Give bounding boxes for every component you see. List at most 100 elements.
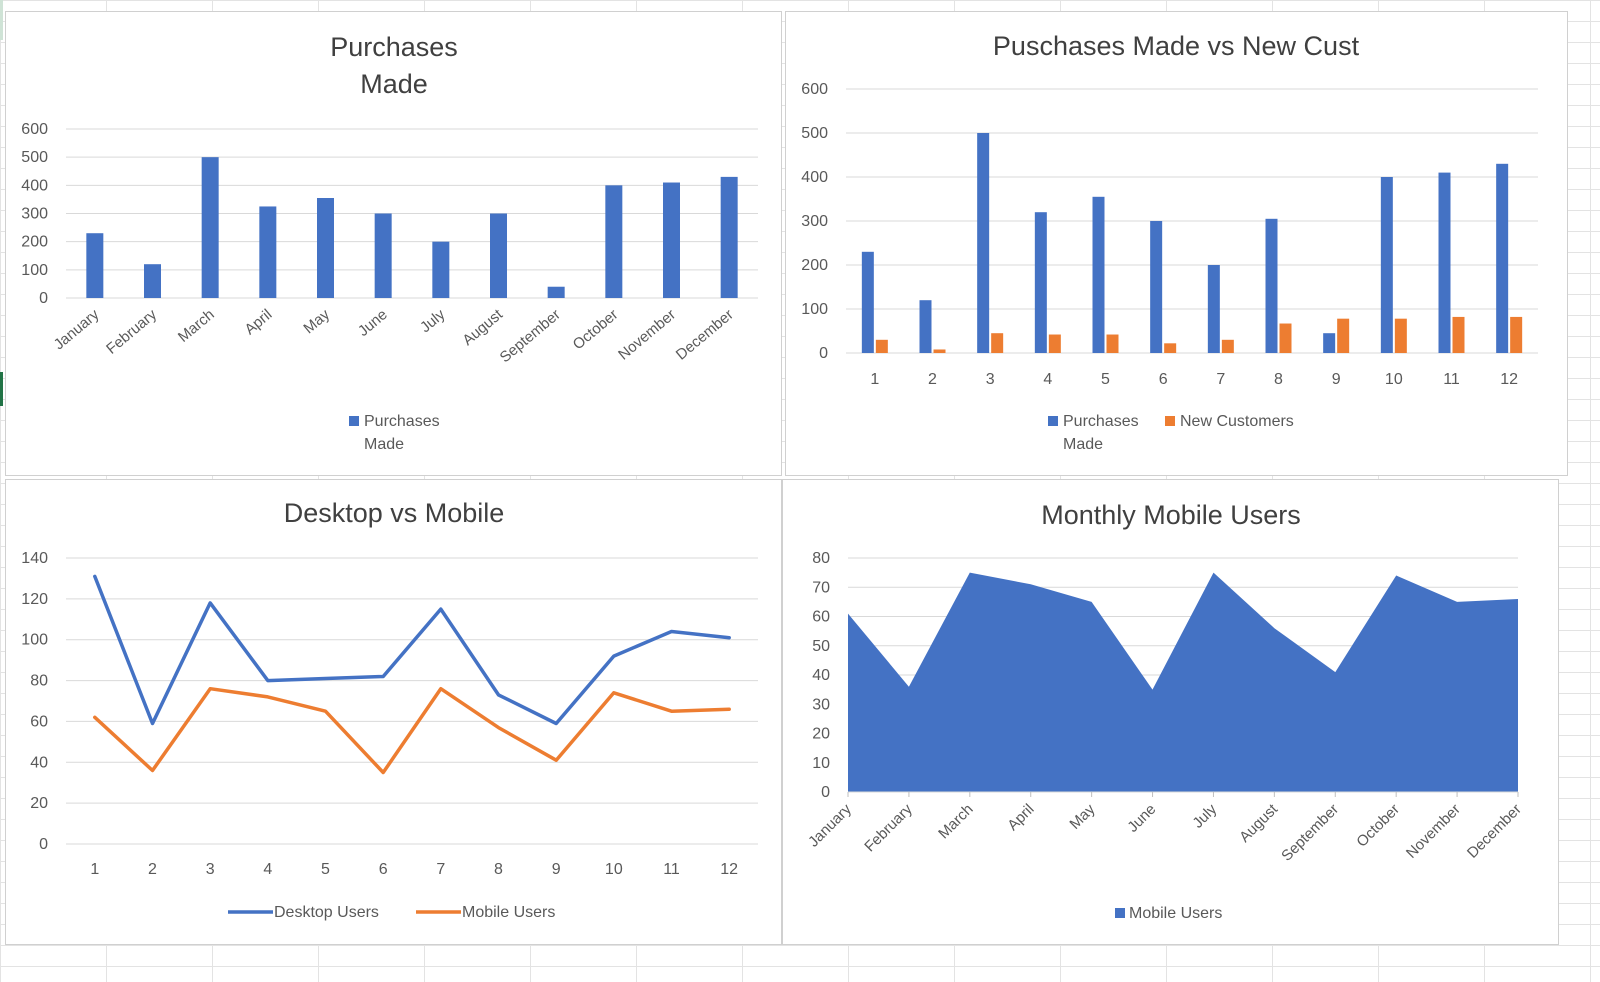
x-tick-label: January xyxy=(805,800,855,850)
bar-purchases-3 xyxy=(977,133,990,353)
x-tick-label: 4 xyxy=(263,861,272,878)
x-tick-label: 10 xyxy=(605,861,623,878)
chart-title: Monthly Mobile Users xyxy=(1041,500,1301,530)
bar-purchases-december xyxy=(720,176,738,298)
mobile-users-y-tick-label: 50 xyxy=(812,638,830,655)
purchases-y-tick-label: 200 xyxy=(21,234,48,251)
line-desktop-users xyxy=(93,574,731,726)
x-tick-label: 1 xyxy=(90,861,99,878)
mobile-users-y-tick-label: 20 xyxy=(812,726,830,743)
bar-purchases-march xyxy=(201,157,219,298)
bar-new-customers-11 xyxy=(1452,316,1465,353)
x-tick-label: April xyxy=(1004,801,1037,834)
legend-label-mobile: Mobile Users xyxy=(462,904,555,921)
x-tick-label: November xyxy=(1403,801,1464,862)
bar-purchases-september xyxy=(547,286,565,298)
bar-purchases-april xyxy=(259,206,277,298)
legend-label-purchases: Purchases Made xyxy=(364,413,440,453)
bar-purchases-november xyxy=(663,182,680,298)
legend-label-desktop: Desktop Users xyxy=(274,904,379,921)
bar-new-customers-12 xyxy=(1510,316,1523,353)
purchases-y-tick-label: 600 xyxy=(21,121,48,138)
mobile-users-y-tick-label: 10 xyxy=(812,755,830,772)
bar-new-customers-8 xyxy=(1279,323,1292,353)
x-tick-label: September xyxy=(497,306,564,366)
x-tick-label: 8 xyxy=(1274,371,1283,388)
chart-monthly-mobile-users-svg: Monthly Mobile Users 0 10 20 30 40 50 60 70 80 Jan… xyxy=(805,500,1525,922)
purchases-vs-new-y-tick-label: 300 xyxy=(801,213,828,230)
chart-title: Purchases Made xyxy=(330,32,458,99)
bar-new-customers-10 xyxy=(1394,318,1407,353)
chart-title: Desktop vs Mobile xyxy=(284,498,505,528)
bar-purchases-2 xyxy=(919,300,932,353)
x-tick-label: November xyxy=(615,306,679,364)
x-tick-label: 7 xyxy=(436,861,445,878)
x-tick-label: 6 xyxy=(379,861,388,878)
legend-swatch-purchases xyxy=(1048,416,1058,426)
bar-purchases-12 xyxy=(1496,163,1509,353)
desktop-mobile-y-tick-label: 0 xyxy=(39,836,48,853)
sheet-edge-highlight xyxy=(0,0,3,40)
purchases-y-tick-label: 300 xyxy=(21,206,48,223)
purchases-vs-new-y-tick-label: 500 xyxy=(801,125,828,142)
line-mobile-users xyxy=(93,686,731,775)
bar-purchases-10 xyxy=(1380,177,1393,353)
mobile-users-y-tick-label: 40 xyxy=(812,667,830,684)
bar-purchases-january xyxy=(86,233,104,298)
bar-new-customers-1 xyxy=(875,339,888,353)
purchases-vs-new-y-tick-label: 0 xyxy=(819,345,828,362)
purchases-y-tick-label: 500 xyxy=(21,149,48,166)
chart-purchases-vs-new-customers[interactable]: Puschases Made vs New Cust 0 100 200 300 400 5… xyxy=(785,11,1568,476)
x-tick-label: April xyxy=(241,306,275,338)
purchases-y-tick-label: 100 xyxy=(21,262,48,279)
x-tick-label: March xyxy=(175,306,218,346)
purchases-vs-new-y-tick-label: 200 xyxy=(801,257,828,274)
bar-purchases-july xyxy=(432,241,450,298)
x-tick-label: July xyxy=(1189,800,1220,831)
desktop-mobile-y-tick-label: 120 xyxy=(21,591,48,608)
bar-purchases-october xyxy=(605,185,623,298)
bar-purchases-june xyxy=(374,213,392,298)
x-tick-label: June xyxy=(1124,801,1159,836)
chart-purchases-made[interactable]: Purchases Made 0 100 200 300 400 500 600 January F… xyxy=(5,11,782,476)
area-mobile-users xyxy=(848,572,1518,792)
bar-purchases-4 xyxy=(1034,212,1047,353)
purchases-vs-new-y-tick-label: 600 xyxy=(801,81,828,98)
mobile-users-y-tick-label: 30 xyxy=(812,696,830,713)
bar-new-customers-6 xyxy=(1164,343,1177,353)
x-tick-label: October xyxy=(570,306,622,353)
chart-monthly-mobile-users[interactable]: Monthly Mobile Users 0 10 20 30 40 50 60 70 80 Jan… xyxy=(782,479,1559,945)
purchases-y-tick-label: 0 xyxy=(39,290,48,307)
legend-label-mobile-users: Mobile Users xyxy=(1129,905,1222,922)
x-tick-label: October xyxy=(1353,801,1403,851)
x-tick-label: August xyxy=(459,306,506,350)
x-tick-label: February xyxy=(861,800,916,855)
x-tick-label: 1 xyxy=(870,371,879,388)
chart-purchases-vs-new-customers-svg: Puschases Made vs New Cust 0 100 200 300 400 5… xyxy=(801,31,1538,453)
x-tick-label: 6 xyxy=(1159,371,1168,388)
x-tick-label: 12 xyxy=(720,861,738,878)
bar-purchases-may xyxy=(317,198,334,298)
bar-purchases-11 xyxy=(1438,172,1451,353)
mobile-users-y-tick-label: 0 xyxy=(821,784,830,801)
x-tick-label: 7 xyxy=(1216,371,1225,388)
x-tick-label: 10 xyxy=(1385,371,1403,388)
legend-swatch-mobile-users xyxy=(1115,908,1125,918)
purchases-vs-new-y-tick-label: 400 xyxy=(801,169,828,186)
desktop-mobile-y-tick-label: 100 xyxy=(21,632,48,649)
chart-desktop-vs-mobile[interactable]: Desktop vs Mobile 0 20 40 60 80 100 120 140 1 2 3 4 5… xyxy=(5,479,782,945)
desktop-mobile-y-tick-label: 20 xyxy=(30,795,48,812)
desktop-mobile-y-tick-label: 140 xyxy=(21,550,48,567)
x-tick-label: 11 xyxy=(1443,371,1460,388)
x-tick-label: 11 xyxy=(663,861,680,878)
x-tick-label: 5 xyxy=(1101,371,1110,388)
bar-new-customers-3 xyxy=(991,333,1004,353)
legend-swatch-purchases xyxy=(349,416,359,426)
bar-purchases-5 xyxy=(1092,196,1105,353)
legend-label-new-customers: New Customers xyxy=(1180,413,1294,430)
x-tick-label: December xyxy=(1464,801,1525,862)
x-tick-label: 3 xyxy=(206,861,215,878)
legend-label-purchases: Purchases Made xyxy=(1063,413,1139,453)
x-tick-label: July xyxy=(417,306,449,336)
